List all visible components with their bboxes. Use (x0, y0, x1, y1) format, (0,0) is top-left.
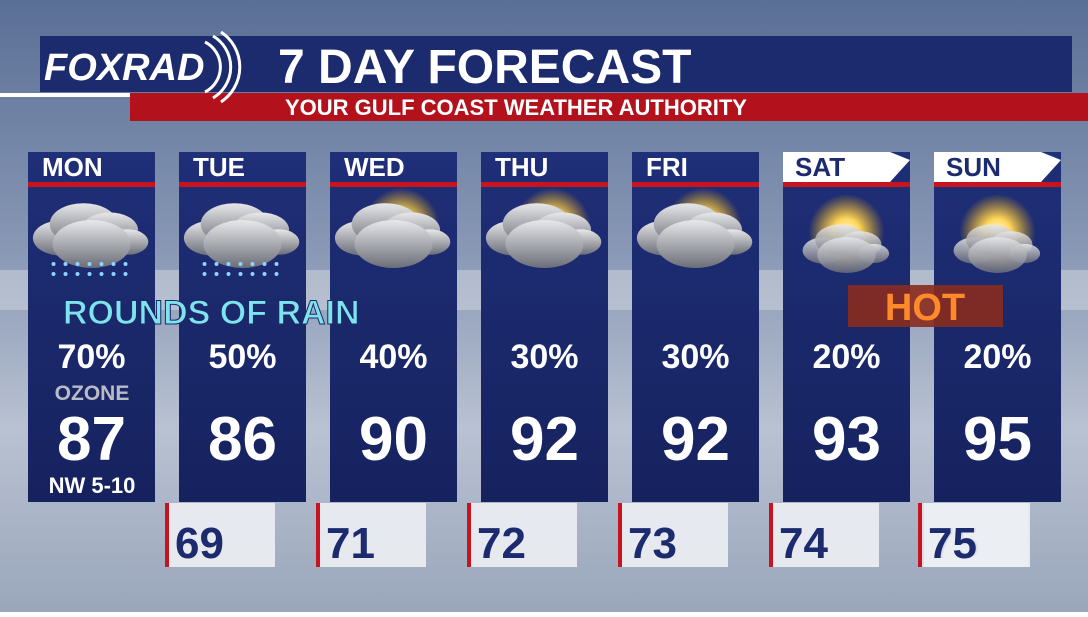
high-temp: 93 (812, 405, 881, 474)
rain-icon (75, 272, 80, 276)
low-box (316, 503, 426, 567)
hot-note: HOT (885, 287, 965, 329)
rain-icon (111, 272, 116, 276)
rain-icon (202, 262, 207, 266)
rain-icon (250, 262, 255, 266)
high-temp: 86 (208, 405, 277, 474)
day-name: SUN (946, 152, 1001, 182)
rain-icon (51, 272, 56, 276)
low-bar (316, 503, 320, 567)
low-box (618, 503, 728, 567)
subtitle: YOUR GULF COAST WEATHER AUTHORITY (285, 95, 747, 120)
rain-chance: 30% (661, 338, 729, 376)
day-rule (28, 182, 155, 187)
low-bar (618, 503, 622, 567)
day-rule (481, 182, 608, 187)
rain-icon (123, 272, 128, 276)
low-temp: 71 (326, 519, 375, 568)
low-box (918, 503, 1028, 567)
rain-icon (214, 262, 219, 266)
high-temp: 92 (661, 405, 730, 474)
title: 7 DAY FORECAST (278, 41, 691, 94)
rain-icon (123, 262, 128, 266)
rain-chance: 30% (510, 338, 578, 376)
day-rule (330, 182, 457, 187)
high-temp: 92 (510, 405, 579, 474)
low-temp: 75 (928, 519, 977, 568)
rain-icon (274, 262, 279, 266)
day-name: WED (344, 152, 405, 182)
day-rule (783, 182, 910, 187)
rain-chance: 70% (57, 338, 125, 376)
rain-chance: 20% (812, 338, 880, 376)
day-name: MON (42, 152, 103, 182)
day-tab (783, 152, 910, 182)
rain-icon (99, 272, 104, 276)
wind-note: NW 5-10 (49, 473, 136, 498)
high-temp: 87 (57, 405, 126, 474)
logo: FOXRAD (44, 47, 204, 89)
ozone-note: OZONE (55, 382, 130, 405)
low-temp: 73 (628, 519, 677, 568)
cloud-icon (505, 220, 584, 268)
logo-arcs (204, 30, 242, 104)
low-bar (467, 503, 471, 567)
rain-icon (238, 272, 243, 276)
rain-icon (202, 272, 207, 276)
day-rule (934, 182, 1061, 187)
low-box (165, 503, 275, 567)
rain-icon (274, 272, 279, 276)
rain-icon (75, 262, 80, 266)
rain-icon (262, 272, 267, 276)
high-temp: 95 (963, 405, 1032, 474)
cloud-icon (656, 220, 735, 268)
low-temp: 74 (779, 519, 828, 568)
low-temp: 69 (175, 519, 224, 568)
day-name: TUE (193, 152, 245, 182)
day-tab (934, 152, 1061, 182)
rain-icon (99, 262, 104, 266)
rain-icon (87, 272, 92, 276)
rain-icon (111, 262, 116, 266)
low-bar (769, 503, 773, 567)
rain-chance: 40% (359, 338, 427, 376)
cloud-icon (354, 220, 433, 268)
rain-chance: 50% (208, 338, 276, 376)
low-bar (165, 503, 169, 567)
rain-icon (51, 262, 56, 266)
cloud-icon (52, 220, 131, 268)
rain-note: ROUNDS OF RAIN (63, 294, 360, 332)
rain-chance: 20% (963, 338, 1031, 376)
rain-icon (87, 262, 92, 266)
low-temp: 72 (477, 519, 526, 568)
cloud-icon (203, 220, 282, 268)
rain-icon (63, 262, 68, 266)
header-line (0, 93, 130, 97)
low-box (467, 503, 577, 567)
cloud-icon (968, 237, 1027, 273)
day-name: THU (495, 152, 548, 182)
low-box (769, 503, 879, 567)
day-name: SAT (795, 152, 845, 182)
rain-icon (214, 272, 219, 276)
day-rule (632, 182, 759, 187)
subtitle-band (130, 93, 1088, 121)
low-bar (918, 503, 922, 567)
rain-icon (238, 262, 243, 266)
day-rule (179, 182, 306, 187)
rain-icon (250, 272, 255, 276)
cloud-icon (817, 237, 876, 273)
high-temp: 90 (359, 405, 428, 474)
rain-icon (63, 272, 68, 276)
day-name: FRI (646, 152, 688, 182)
rain-icon (226, 262, 231, 266)
rain-icon (226, 272, 231, 276)
rain-icon (262, 262, 267, 266)
hot-box (848, 285, 1003, 327)
